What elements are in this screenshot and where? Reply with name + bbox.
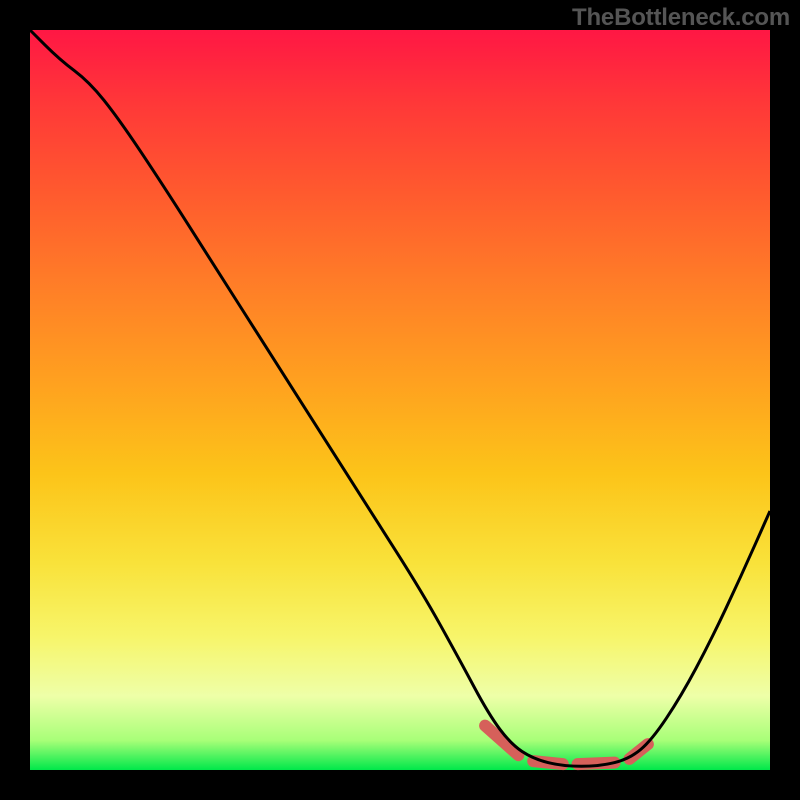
plot-gradient-area [30,30,770,770]
bottleneck-chart [0,0,800,800]
chart-container: TheBottleneck.com [0,0,800,800]
watermark-text: TheBottleneck.com [572,4,790,32]
